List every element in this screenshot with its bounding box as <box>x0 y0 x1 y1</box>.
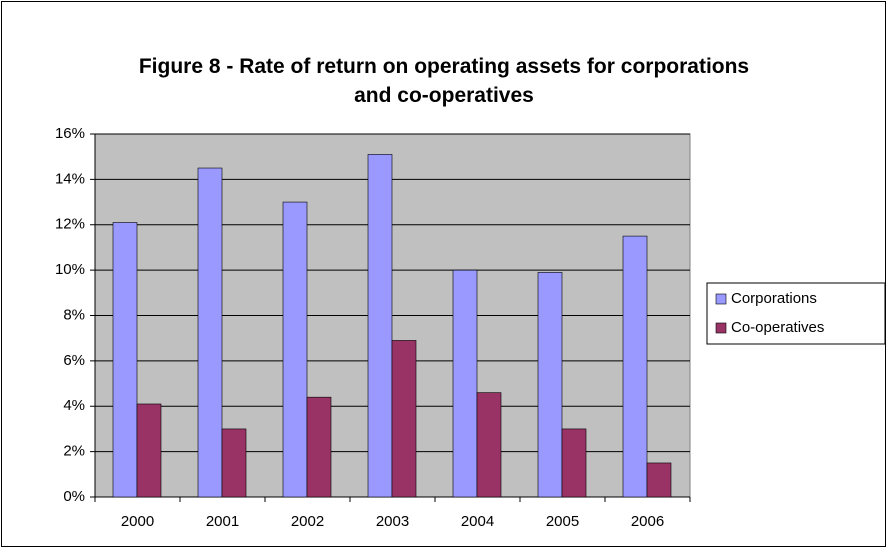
y-tick-label: 6% <box>63 352 85 369</box>
bar <box>306 396 332 498</box>
y-tick-label: 14% <box>55 170 85 187</box>
bar <box>452 269 478 498</box>
bar <box>112 222 138 498</box>
x-tick-label: 2005 <box>546 513 579 530</box>
legend-label: Co-operatives <box>731 319 824 336</box>
bar <box>622 235 648 498</box>
y-tick-label: 2% <box>63 443 85 460</box>
bar <box>282 201 308 498</box>
legend-swatch <box>715 322 727 334</box>
x-tick-label: 2000 <box>121 513 154 530</box>
bar <box>537 272 563 498</box>
x-tick-label: 2006 <box>631 513 664 530</box>
x-tick-label: 2004 <box>461 513 494 530</box>
bar <box>221 428 247 498</box>
bar <box>391 340 417 498</box>
legend-swatch <box>715 293 727 305</box>
y-tick-label: 0% <box>63 488 85 505</box>
bar <box>136 403 162 498</box>
y-tick-label: 10% <box>55 261 85 278</box>
bar <box>367 154 393 498</box>
bar <box>476 392 502 498</box>
legend-label: Corporations <box>731 290 817 307</box>
bar <box>646 462 672 498</box>
x-tick-label: 2001 <box>206 513 239 530</box>
bar <box>197 167 223 498</box>
x-tick-label: 2003 <box>376 513 409 530</box>
y-tick-label: 12% <box>55 216 85 233</box>
legend-box <box>706 282 886 345</box>
y-tick-label: 16% <box>55 125 85 142</box>
x-tick-label: 2002 <box>291 513 324 530</box>
y-tick-label: 8% <box>63 306 85 323</box>
bar <box>561 428 587 498</box>
chart-title: Figure 8 - Rate of return on operating a… <box>138 55 750 107</box>
y-tick-label: 4% <box>63 397 85 414</box>
